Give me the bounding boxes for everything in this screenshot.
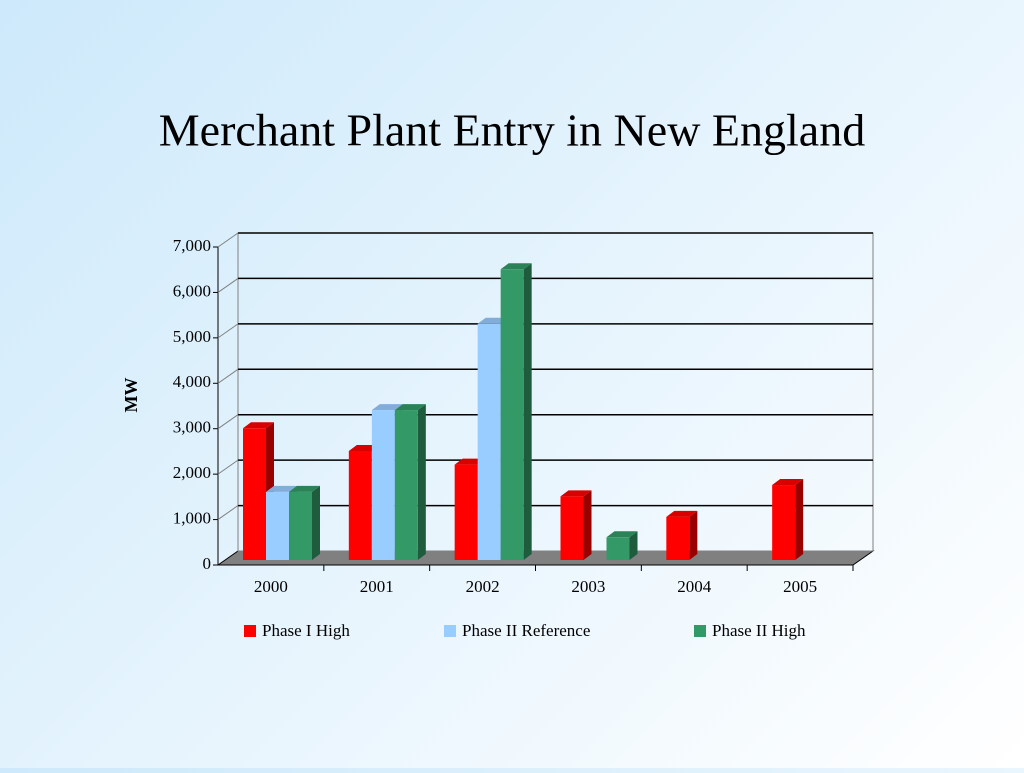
y-tick-label: 4,000 [173,372,211,391]
grid-side [217,459,239,475]
bar-top [560,490,592,497]
y-tick-label: 7,000 [173,236,211,255]
legend-label: Phase I High [262,621,350,640]
bar-top [371,404,403,411]
grid-side [217,278,239,293]
x-tick-label: 2002 [466,577,500,596]
grid-side [217,505,239,520]
y-tick-label: 0 [203,554,212,573]
grid-side [217,414,239,430]
bar [560,496,584,560]
bar [666,516,690,560]
legend-swatch [244,625,256,637]
bar-top [666,510,698,517]
legend-swatch [444,625,456,637]
y-tick-label: 3,000 [173,418,211,437]
bar-side [312,485,320,560]
bar [500,269,524,560]
y-tick-label: 1,000 [173,508,211,527]
x-tick-label: 2003 [571,577,605,596]
x-tick-label: 2005 [783,577,817,596]
bar [772,485,796,560]
grid-side [217,232,239,248]
bar [348,450,372,560]
bar-top [394,404,426,411]
bar [606,537,630,560]
x-tick-label: 2001 [360,577,394,596]
y-axis-label: MW [121,378,141,413]
grid-side [217,368,239,384]
bar-side [523,263,532,560]
bar [394,410,418,560]
bar-side [795,479,804,560]
bar-side [689,510,698,560]
bar-top [243,422,274,429]
bar-top [772,479,804,486]
chart-title: Merchant Plant Entry in New England [159,105,865,156]
bar-top [606,531,638,538]
bar [266,491,289,560]
grid-side [217,323,239,339]
bar-top [500,263,532,270]
x-tick-label: 2000 [254,577,288,596]
bar [371,410,395,560]
y-tick-label: 2,000 [173,463,211,482]
y-tick-label: 5,000 [173,327,211,346]
bar [454,464,478,560]
bar [289,491,312,560]
bar [243,428,266,560]
bar [477,323,501,560]
bar-side [629,531,638,560]
x-tick-label: 2004 [677,577,712,596]
bar-top [289,485,320,492]
y-tick-label: 6,000 [173,281,211,300]
legend-swatch [694,625,706,637]
bar-side [583,490,592,560]
legend-label: Phase II Reference [462,621,590,640]
legend-label: Phase II High [712,621,806,640]
bar-top [266,485,297,492]
bar-side [417,404,426,560]
